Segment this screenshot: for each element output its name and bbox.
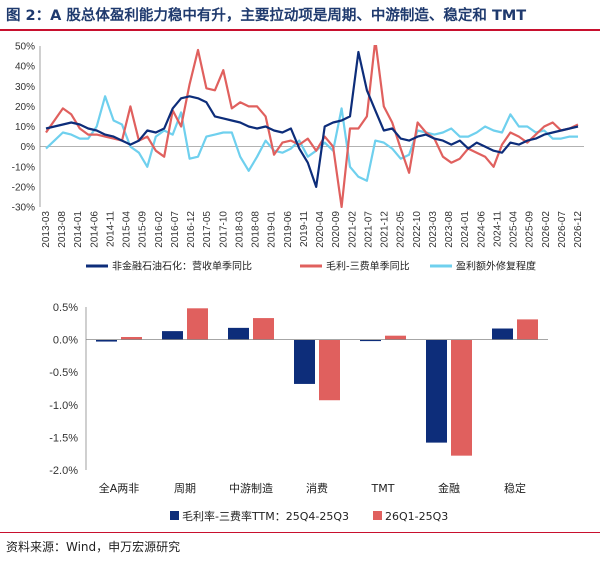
y-tick-label: -10% xyxy=(12,162,35,173)
x-tick-label: 2025-09 xyxy=(525,211,536,248)
bar-1-6 xyxy=(426,339,447,443)
y-tick-label: -20% xyxy=(12,182,35,193)
x-tick-label: 2025-04 xyxy=(509,211,520,248)
legend-label-2: 26Q1-25Q3 xyxy=(385,510,448,523)
x-tick-label: 2016-02 xyxy=(154,211,165,248)
legend-swatch-2 xyxy=(373,511,382,520)
bar-2-4 xyxy=(319,339,340,401)
x-tick-label: 2019-11 xyxy=(299,211,310,247)
figure-title: 图 2：A 股总体盈利能力稳中有升，主要拉动项是周期、中游制造、稳定和 TMT xyxy=(6,8,527,24)
category-label: 全A两非 xyxy=(99,481,140,495)
bar-1-4 xyxy=(294,339,315,384)
x-tick-label: 2014-11 xyxy=(105,211,116,247)
y-tick-label: -30% xyxy=(12,203,35,214)
footer-rule xyxy=(0,532,600,533)
x-tick-label: 2013-03 xyxy=(41,211,52,248)
bar-2-7 xyxy=(517,319,538,340)
x-tick-label: 2022-05 xyxy=(396,211,407,248)
category-label: 周期 xyxy=(174,482,196,495)
bar-1-3 xyxy=(228,327,249,340)
x-tick-label: 2015-04 xyxy=(122,211,133,248)
y-tick-label: 30% xyxy=(15,82,35,93)
x-tick-label: 2018-03 xyxy=(234,211,245,248)
x-tick-label: 2017-05 xyxy=(202,211,213,248)
line-chart: 50% 40% 30% 20% 10% 0% -10% -20% -30% 2013-03 2013… xyxy=(12,42,584,273)
bar-2-5 xyxy=(385,335,406,340)
y-tick-label: 0.0% xyxy=(53,335,78,347)
x-tick-label: 2024-06 xyxy=(476,211,487,248)
x-tick-label: 2014-01 xyxy=(73,211,84,248)
bar-chart: 0.5% 0.0% -0.5% -1.0% -1.5% -2.0% 全A两非 周期 中游制造 消费… xyxy=(49,302,548,523)
bar-2-1 xyxy=(121,336,142,340)
series-group xyxy=(45,45,579,208)
series-line-1 xyxy=(45,50,579,188)
x-tick-label: 2021-12 xyxy=(380,211,391,248)
x-tick-label: 2013-08 xyxy=(57,211,68,248)
x-tick-label: 2024-11 xyxy=(492,211,503,247)
bar-2-6 xyxy=(451,339,472,456)
bar-2-3 xyxy=(253,318,274,340)
x-tick-label: 2022-10 xyxy=(412,211,423,248)
y-tick-label: 0.5% xyxy=(53,302,78,314)
title-rule xyxy=(0,29,600,31)
category-label: TMT xyxy=(371,482,395,495)
y-tick-label: 50% xyxy=(15,42,35,53)
x-tick-label: 2019-01 xyxy=(267,211,278,248)
x-tick-label: 2020-04 xyxy=(315,211,326,248)
x-tick-label: 2024-01 xyxy=(460,211,471,248)
x-tick-label: 2016-12 xyxy=(186,211,197,248)
legend-swatch-1 xyxy=(170,511,179,520)
x-tick-label: 2021-07 xyxy=(363,211,374,248)
bar-1-5 xyxy=(360,339,381,342)
x-tick-label: 2020-09 xyxy=(331,211,342,248)
x-tick-label: 2014-06 xyxy=(89,211,100,248)
y-tick-label: 20% xyxy=(15,102,35,113)
y-tick-label: -0.5% xyxy=(49,367,78,379)
y-tick-label: 10% xyxy=(15,122,35,133)
y-tick-label: 40% xyxy=(15,62,35,73)
x-tick-label: 2015-09 xyxy=(138,211,149,248)
series-line-2 xyxy=(45,45,579,208)
x-tick-label: 2018-08 xyxy=(251,211,262,248)
source-note: 资料来源：Wind，申万宏源研究 xyxy=(6,540,181,554)
x-tick-label: 2019-06 xyxy=(283,211,294,248)
x-tick-label: 2021-02 xyxy=(347,211,358,248)
bar-1-1 xyxy=(96,339,117,342)
category-label: 中游制造 xyxy=(229,481,273,495)
legend-label-1: 非金融石油石化：营收单季同比 xyxy=(112,260,252,273)
bar-2-2 xyxy=(187,308,208,340)
category-label: 消费 xyxy=(306,481,328,495)
x-tick-label: 2016-07 xyxy=(170,211,181,248)
bar-1-2 xyxy=(162,331,183,340)
legend-label-1: 毛利率-三费率TTM：25Q4-25Q3 xyxy=(182,509,349,523)
legend-label-3: 盈利额外修复程度 xyxy=(456,260,536,273)
y-tick-label: 0% xyxy=(21,142,36,153)
x-tick-label: 2026-02 xyxy=(541,211,552,248)
y-tick-label: -1.5% xyxy=(49,432,78,444)
y-tick-label: -1.0% xyxy=(49,400,78,412)
category-label: 金融 xyxy=(438,481,460,495)
x-tick-label: 2017-10 xyxy=(218,211,229,248)
x-tick-label: 2023-03 xyxy=(428,211,439,248)
bar-1-7 xyxy=(492,328,513,340)
category-label: 稳定 xyxy=(504,481,526,495)
y-tick-label: -2.0% xyxy=(49,465,78,477)
x-tick-label: 2026-12 xyxy=(573,211,584,248)
x-tick-label: 2023-08 xyxy=(444,211,455,248)
series-line-3 xyxy=(45,95,578,182)
legend-label-2: 毛利-三费单季同比 xyxy=(326,260,410,273)
x-tick-label: 2026-07 xyxy=(557,211,568,248)
